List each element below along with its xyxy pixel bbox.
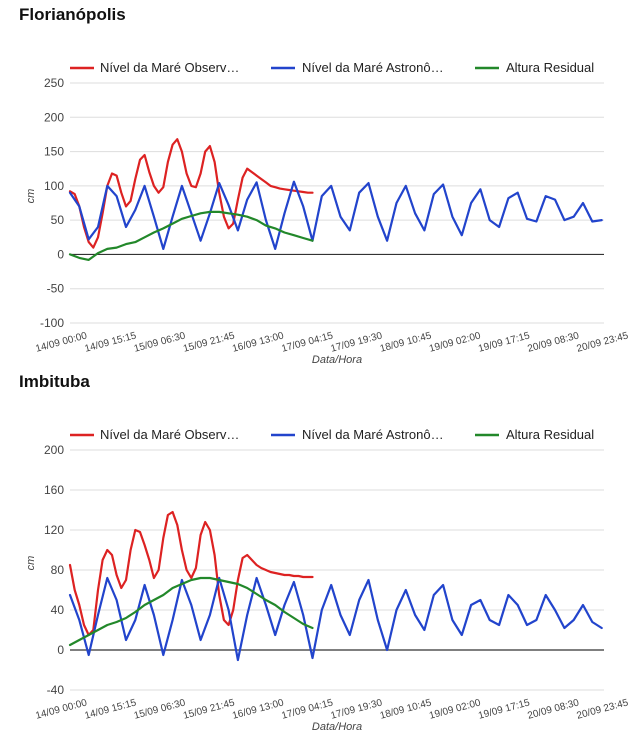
x-tick-label: 18/09 10:45 — [379, 330, 433, 354]
x-tick-label: 18/09 10:45 — [379, 697, 433, 721]
chart-panel-imbituba: Imbituba -40 0 40 80 120 160 200 14/09 00:00 14/… — [0, 368, 640, 736]
y-axis-title: cm — [25, 556, 37, 571]
series-line — [68, 210, 314, 261]
chart-panel-florianopolis: Florianópolis -100 -50 0 50 100 150 200 250 14/0… — [19, 5, 630, 366]
x-tick-label: 15/09 06:30 — [133, 330, 187, 354]
y-tick-label: -40 — [47, 683, 65, 697]
series-line — [68, 180, 603, 250]
x-tick-label: 17/09 19:30 — [330, 330, 384, 354]
x-tick-label: 16/09 13:00 — [231, 330, 285, 354]
legend-entry[interactable]: Altura Residual — [506, 427, 594, 442]
x-tick-label: 14/09 15:15 — [84, 697, 138, 721]
x-axis-title: Data/Hora — [312, 354, 362, 366]
series-line — [68, 576, 603, 662]
chart-title: Imbituba — [19, 372, 90, 391]
y-tick-label: -100 — [40, 316, 64, 330]
legend-entry[interactable]: Nível da Maré Observ… — [100, 60, 239, 75]
x-tick-label: 19/09 02:00 — [428, 697, 482, 721]
y-tick-label: 50 — [51, 213, 65, 227]
legend-entry[interactable]: Nível da Maré Astronô… — [302, 60, 444, 75]
x-tick-label: 20/09 08:30 — [526, 697, 580, 721]
x-tick-label: 19/09 17:15 — [477, 697, 531, 721]
y-tick-label: 250 — [44, 76, 64, 90]
x-tick-label: 15/09 21:45 — [182, 697, 236, 721]
y-tick-label: 200 — [44, 443, 64, 457]
y-tick-label: 0 — [57, 643, 64, 657]
legend-entry[interactable]: Altura Residual — [506, 60, 594, 75]
x-tick-label: 14/09 00:00 — [34, 330, 88, 354]
x-axis-title: Data/Hora — [312, 721, 362, 733]
series-line — [68, 138, 314, 249]
y-tick-label: 120 — [44, 523, 64, 537]
x-tick-label: 14/09 15:15 — [84, 330, 138, 354]
series-line — [68, 576, 314, 647]
x-tick-label: 17/09 04:15 — [280, 330, 334, 354]
y-tick-label: 160 — [44, 483, 64, 497]
series-line — [68, 510, 314, 637]
y-tick-label: 0 — [57, 247, 64, 261]
y-tick-label: 150 — [44, 145, 64, 159]
chart-title: Florianópolis — [19, 5, 126, 24]
x-tick-label: 19/09 02:00 — [428, 330, 482, 354]
y-tick-label: -50 — [47, 282, 65, 296]
x-tick-label: 20/09 08:30 — [526, 330, 580, 354]
y-axis-title: cm — [25, 189, 37, 204]
x-tick-label: 15/09 06:30 — [133, 697, 187, 721]
x-tick-label: 16/09 13:00 — [231, 697, 285, 721]
x-tick-label: 19/09 17:15 — [477, 330, 531, 354]
x-tick-label: 17/09 19:30 — [330, 697, 384, 721]
legend-entry[interactable]: Nível da Maré Astronô… — [302, 427, 444, 442]
y-tick-label: 40 — [51, 603, 65, 617]
x-tick-label: 20/09 23:45 — [576, 330, 630, 354]
x-tick-label: 17/09 04:15 — [280, 697, 334, 721]
y-tick-label: 200 — [44, 110, 64, 124]
y-tick-label: 80 — [51, 563, 65, 577]
y-tick-label: 100 — [44, 179, 64, 193]
x-tick-label: 20/09 23:45 — [576, 697, 630, 721]
x-tick-label: 14/09 00:00 — [34, 697, 88, 721]
legend-entry[interactable]: Nível da Maré Observ… — [100, 427, 239, 442]
x-tick-label: 15/09 21:45 — [182, 330, 236, 354]
